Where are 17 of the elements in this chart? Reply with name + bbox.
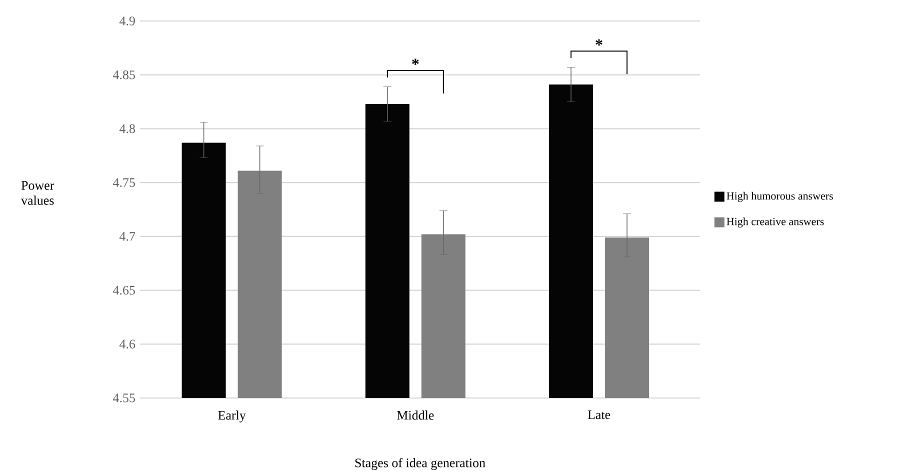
y-axis-title: Power values <box>21 181 54 205</box>
y-tick-label: 4.85 <box>112 70 135 80</box>
x-axis-title: Stages of idea generation <box>355 458 486 470</box>
annotation: * <box>412 58 419 65</box>
y-tick-label: 4.65 <box>112 286 135 295</box>
x-tick-label: Middle <box>397 410 434 420</box>
legend-label: High creative answers <box>726 218 824 228</box>
y-tick-label: 4.75 <box>112 178 135 187</box>
x-tick-label: Late <box>588 410 610 420</box>
y-tick-label: 4.8 <box>119 124 135 134</box>
y-tick-label: 4.55 <box>112 394 135 402</box>
annotation: * <box>596 39 602 46</box>
y-tick-label: 4.7 <box>119 232 136 241</box>
y-tick-label: 4.6 <box>119 340 136 349</box>
x-tick-label: Early <box>218 410 246 422</box>
legend-label: High humorous answers <box>726 192 833 202</box>
y-tick-label: 4.9 <box>119 16 135 26</box>
